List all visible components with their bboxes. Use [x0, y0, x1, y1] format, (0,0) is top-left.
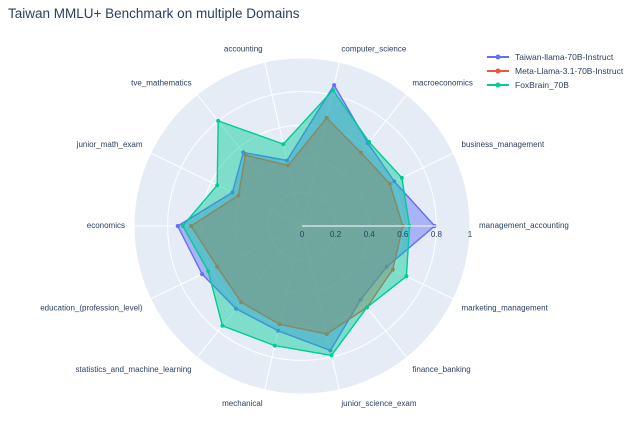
data-point — [404, 274, 409, 279]
radial-tick-label: 0.6 — [397, 230, 409, 239]
data-point — [215, 183, 220, 188]
category-label: education_(profession_level) — [40, 303, 143, 312]
category-label: macroeconomics — [412, 79, 472, 88]
category-label: economics — [87, 221, 125, 230]
legend-item-meta-llama-3-1-70b-instruct[interactable]: Meta-Llama-3.1-70B-Instruct — [486, 66, 623, 76]
data-point — [220, 323, 225, 328]
data-point — [364, 305, 369, 310]
data-point — [332, 83, 337, 88]
data-point — [390, 267, 395, 272]
data-point — [329, 353, 334, 358]
data-point — [331, 88, 335, 93]
category-label: business_management — [462, 140, 545, 149]
data-point — [200, 272, 205, 277]
data-point — [215, 264, 220, 269]
data-point — [387, 181, 392, 186]
data-point — [230, 190, 235, 195]
data-point — [324, 115, 329, 120]
radial-tick-label: 0.8 — [431, 230, 443, 239]
data-point — [328, 348, 333, 353]
angular-spoke — [301, 152, 454, 227]
data-point — [189, 224, 194, 228]
legend-label: FoxBrain_70B — [515, 80, 569, 90]
data-point — [216, 118, 221, 123]
angular-spoke — [196, 94, 303, 227]
category-label: finance_banking — [412, 365, 470, 374]
data-point — [286, 163, 291, 168]
data-point — [392, 179, 397, 184]
angular-spoke — [196, 225, 303, 358]
data-point — [180, 224, 185, 228]
legend-label: Taiwan-llama-70B-Instruct — [515, 52, 614, 62]
data-point — [175, 224, 180, 228]
category-label: computer_science — [341, 44, 406, 53]
data-point — [239, 300, 244, 305]
data-point — [241, 150, 246, 155]
data-point — [281, 142, 286, 147]
category-label: accounting — [224, 44, 263, 53]
data-point — [358, 297, 363, 302]
legend: Taiwan-llama-70B-Instruct Meta-Llama-3.1… — [486, 52, 623, 90]
data-point — [399, 175, 404, 180]
chart-title: Taiwan MMLU+ Benchmark on multiple Domai… — [8, 6, 300, 21]
legend-line-marker-icon — [487, 82, 509, 88]
legend-item-taiwan-llama-70b-instruct[interactable]: Taiwan-llama-70B-Instruct — [486, 52, 623, 62]
category-label: junior_math_exam — [76, 140, 143, 149]
data-point — [236, 193, 241, 198]
category-label: tve_mathematics — [131, 79, 191, 88]
data-point — [358, 150, 363, 155]
angular-spoke — [301, 225, 454, 300]
data-point — [276, 328, 281, 333]
legend-label: Meta-Llama-3.1-70B-Instruct — [515, 66, 624, 76]
legend-line-marker-icon — [487, 68, 509, 74]
angular-spoke — [301, 225, 408, 358]
angular-spoke — [150, 152, 303, 227]
angular-spoke — [301, 225, 340, 390]
radial-tick-label: 1 — [468, 230, 473, 239]
legend-line-marker-icon — [487, 54, 509, 60]
data-point — [367, 139, 371, 144]
legend-item-foxbrain-70b[interactable]: FoxBrain_70B — [486, 80, 623, 90]
data-point — [272, 343, 277, 348]
angular-spoke — [264, 225, 303, 390]
data-point — [324, 332, 329, 337]
radial-tick-label: 0.2 — [330, 230, 342, 239]
data-point — [285, 158, 289, 163]
category-label: management_accounting — [479, 221, 569, 230]
angular-spoke — [301, 94, 408, 227]
radial-tick-label: 0 — [300, 230, 305, 239]
radial-tick-label: 0.4 — [364, 230, 376, 239]
data-point — [277, 322, 282, 327]
category-label: marketing_management — [462, 303, 549, 312]
data-point — [206, 269, 211, 274]
category-label: junior_science_exam — [340, 399, 416, 408]
data-point — [234, 306, 238, 311]
data-point — [243, 153, 248, 158]
category-label: mechanical — [222, 399, 263, 408]
data-point — [384, 264, 389, 269]
angular-spoke — [150, 225, 303, 300]
category-label: statistics_and_machine_learning — [76, 365, 192, 374]
